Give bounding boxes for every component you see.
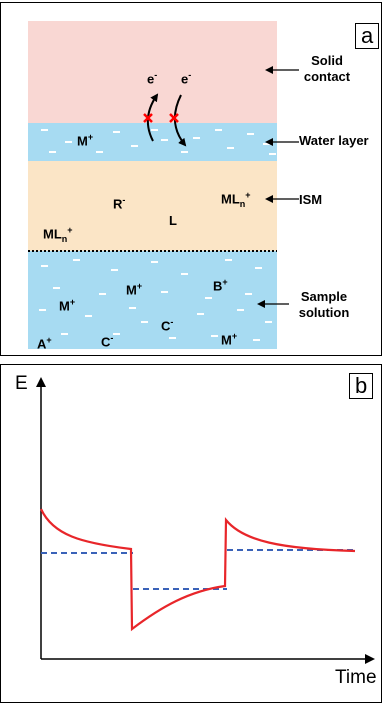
block-cross-left	[143, 113, 153, 123]
electron-right: e-	[181, 70, 192, 87]
electron-arrow-down	[174, 94, 187, 147]
sample-label-line2: solution	[298, 305, 350, 320]
ism-anion-r: R-	[113, 195, 126, 212]
sample-label-line1: Sample	[300, 289, 348, 304]
water-layer-label: Water layer	[299, 133, 369, 148]
solution-cation-m2: M+	[59, 297, 76, 314]
ism-label: ISM	[299, 192, 323, 207]
solid-contact-label: Solid contact	[303, 53, 351, 84]
electron-left: e-	[147, 70, 158, 87]
membrane-diagram	[28, 21, 299, 349]
y-axis-label: E	[15, 373, 28, 394]
solution-cation-m3: M+	[221, 331, 238, 348]
sample-solution-layer	[28, 251, 277, 349]
panel-b: b E Time	[0, 364, 382, 703]
potential-response-curve	[40, 508, 356, 632]
panel-a-tag: a	[355, 23, 380, 49]
equilibrium-lines	[41, 549, 355, 590]
x-axis-label: Time	[335, 667, 377, 688]
ism-complex-right: MLn+	[221, 190, 251, 209]
panel-a: a Solid contact Water layer ISM Sample s…	[0, 2, 382, 356]
solid-contact-layer	[28, 21, 277, 123]
water-cation: M+	[77, 132, 94, 149]
potential-plot	[36, 377, 375, 664]
ism-ligand-l: L	[169, 213, 177, 228]
ism-complex-left: MLn+	[43, 225, 73, 244]
ism-layer	[28, 161, 277, 251]
solution-anion-c2: C-	[101, 333, 114, 350]
solution-cation-a: A+	[37, 335, 52, 352]
water-dashes	[39, 129, 276, 341]
panel-b-tag: b	[349, 373, 374, 399]
sample-solution-label: Sample solution	[289, 289, 359, 321]
solution-cation-b: B+	[213, 277, 228, 294]
solution-anion-c1: C-	[161, 317, 174, 334]
solution-cation-m1: M+	[126, 281, 143, 298]
block-cross-right	[169, 113, 179, 123]
